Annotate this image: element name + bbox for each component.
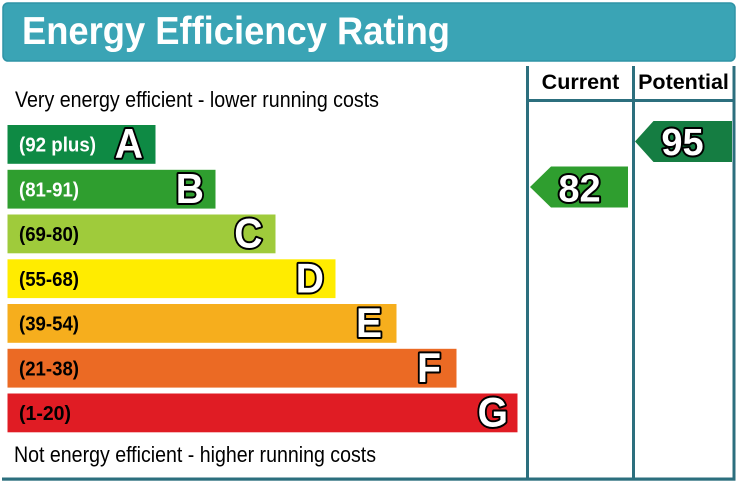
svg-text:G: G <box>478 388 508 436</box>
svg-text:Current: Current <box>542 70 620 94</box>
svg-text:B: B <box>176 164 204 212</box>
svg-text:(39-54): (39-54) <box>19 314 79 336</box>
svg-text:F: F <box>417 343 441 391</box>
svg-text:Energy Efficiency Rating: Energy Efficiency Rating <box>22 10 450 53</box>
svg-text:(1-20): (1-20) <box>19 403 71 425</box>
svg-text:C: C <box>234 209 262 257</box>
svg-text:82: 82 <box>558 169 600 211</box>
svg-text:(55-68): (55-68) <box>19 269 79 291</box>
svg-text:(81-91): (81-91) <box>19 179 79 201</box>
svg-text:Potential: Potential <box>638 70 729 94</box>
svg-text:Not energy efficient - higher: Not energy efficient - higher running co… <box>14 442 376 467</box>
svg-text:E: E <box>356 299 382 347</box>
svg-text:95: 95 <box>661 122 703 164</box>
svg-text:(92 plus): (92 plus) <box>19 135 96 157</box>
svg-text:A: A <box>115 120 143 168</box>
svg-text:D: D <box>296 254 324 302</box>
svg-text:(69-80): (69-80) <box>19 224 79 246</box>
svg-text:Very energy efficient - lower: Very energy efficient - lower running co… <box>15 87 379 112</box>
svg-text:(21-38): (21-38) <box>19 358 79 380</box>
